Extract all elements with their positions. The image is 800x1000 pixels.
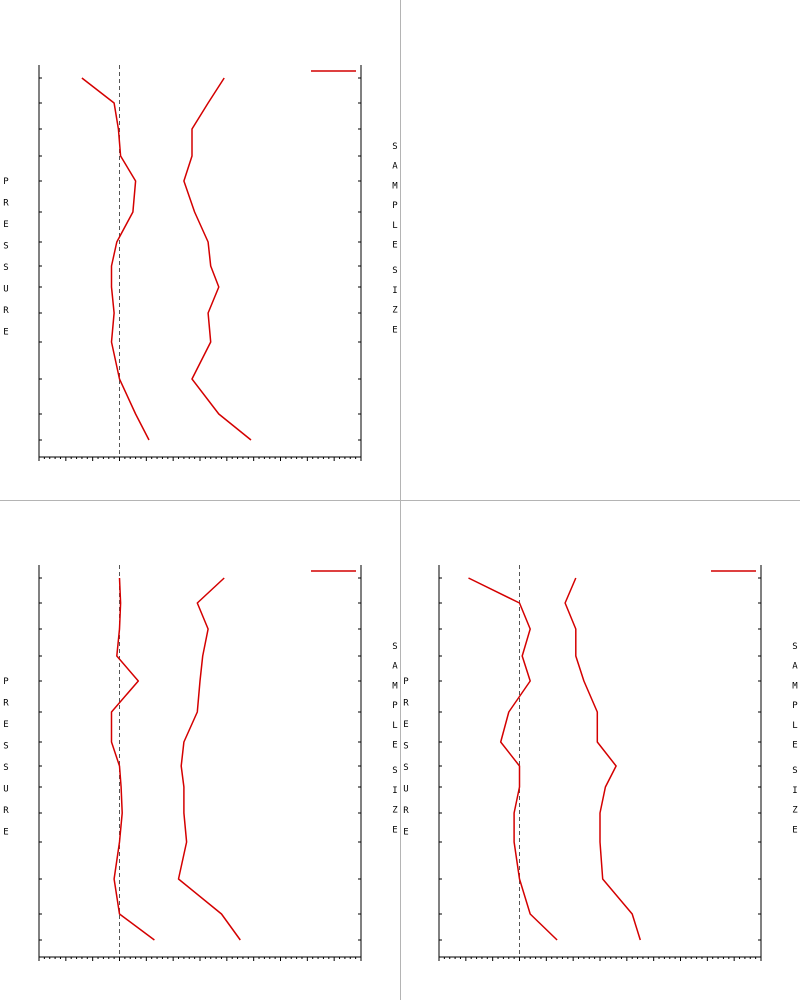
sample-size-axis-letter: S bbox=[392, 266, 397, 276]
pressure-axis-letter: R bbox=[3, 306, 9, 316]
std-dev-series-line bbox=[177, 577, 241, 941]
sample-size-axis-letter: M bbox=[392, 181, 398, 191]
pressure-axis-letter: S bbox=[3, 242, 8, 252]
pressure-axis-letter: P bbox=[403, 677, 409, 687]
std-dev-series-line bbox=[564, 577, 642, 941]
sample-size-axis-letter: S bbox=[392, 766, 397, 776]
pressure-axis-letter: U bbox=[403, 785, 408, 795]
pressure-axis-letter: E bbox=[3, 328, 8, 338]
pressure-axis-letter: E bbox=[3, 828, 8, 838]
pressure-axis-letter: R bbox=[403, 699, 409, 709]
pressure-axis-letter: P bbox=[3, 177, 9, 187]
sample-size-axis-letter: P bbox=[792, 701, 798, 711]
sample-size-axis-letter: Z bbox=[392, 306, 398, 316]
sample-size-axis-letter: Z bbox=[792, 806, 798, 816]
sample-size-axis-letter: M bbox=[392, 681, 398, 691]
pressure-axis-letter: E bbox=[403, 828, 408, 838]
pressure-axis-letter: S bbox=[403, 763, 408, 773]
sample-size-axis-letter: Z bbox=[392, 806, 398, 816]
sample-size-axis-letter: I bbox=[392, 286, 397, 296]
sample-size-axis-letter: S bbox=[392, 142, 397, 152]
sample-size-axis-letter: L bbox=[392, 721, 397, 731]
pressure-axis-letter: S bbox=[403, 742, 408, 752]
pressure-axis-letter: R bbox=[3, 199, 9, 209]
pressure-axis-letter: U bbox=[3, 785, 8, 795]
bias-series-line bbox=[110, 577, 155, 941]
sample-size-axis-letter: S bbox=[792, 642, 797, 652]
sample-size-axis-letter: A bbox=[792, 662, 798, 672]
pressure-axis-letter: E bbox=[3, 720, 8, 730]
sample-size-axis-letter: L bbox=[392, 221, 397, 231]
pressure-axis-letter: R bbox=[3, 699, 9, 709]
sample-size-axis-letter: S bbox=[392, 642, 397, 652]
sample-size-axis-letter: E bbox=[392, 325, 397, 335]
pressure-axis-letter: E bbox=[3, 220, 8, 230]
pressure-axis-letter: S bbox=[3, 263, 8, 273]
sample-size-axis-letter: L bbox=[792, 721, 797, 731]
pressure-axis-label: P R E S S U R E bbox=[403, 677, 409, 838]
sample-size-axis-letter: A bbox=[392, 662, 398, 672]
pressure-axis-letter: R bbox=[3, 806, 9, 816]
bias-series-line bbox=[81, 77, 150, 441]
sample-size-axis-letter: I bbox=[792, 786, 797, 796]
sample-size-axis-letter: P bbox=[392, 201, 398, 211]
sample-size-axis-letter: E bbox=[792, 825, 797, 835]
sample-size-axis-letter: A bbox=[392, 162, 398, 172]
pressure-axis-letter: U bbox=[3, 285, 8, 295]
pressure-axis-label: P R E S S U R E bbox=[3, 677, 9, 838]
pressure-axis-letter: P bbox=[3, 677, 9, 687]
pressure-axis-letter: S bbox=[3, 742, 8, 752]
sample-size-axis-letter: E bbox=[392, 241, 397, 251]
sample-size-axis-letter: I bbox=[392, 786, 397, 796]
sample-size-axis-letter: P bbox=[392, 701, 398, 711]
pressure-axis-letter: E bbox=[403, 720, 408, 730]
sample-size-axis-letter: S bbox=[792, 766, 797, 776]
bias-series-line bbox=[468, 577, 558, 941]
std-dev-series-line bbox=[183, 77, 252, 441]
pressure-axis-letter: R bbox=[403, 806, 409, 816]
panel-divider-horizontal bbox=[0, 500, 800, 501]
sample-size-axis-letter: E bbox=[392, 825, 397, 835]
sample-size-axis-letter: E bbox=[792, 741, 797, 751]
pressure-axis-label: P R E S S U R E bbox=[3, 177, 9, 338]
pressure-axis-letter: S bbox=[3, 763, 8, 773]
sample-size-axis-letter: E bbox=[392, 741, 397, 751]
sample-size-axis-letter: M bbox=[792, 681, 798, 691]
